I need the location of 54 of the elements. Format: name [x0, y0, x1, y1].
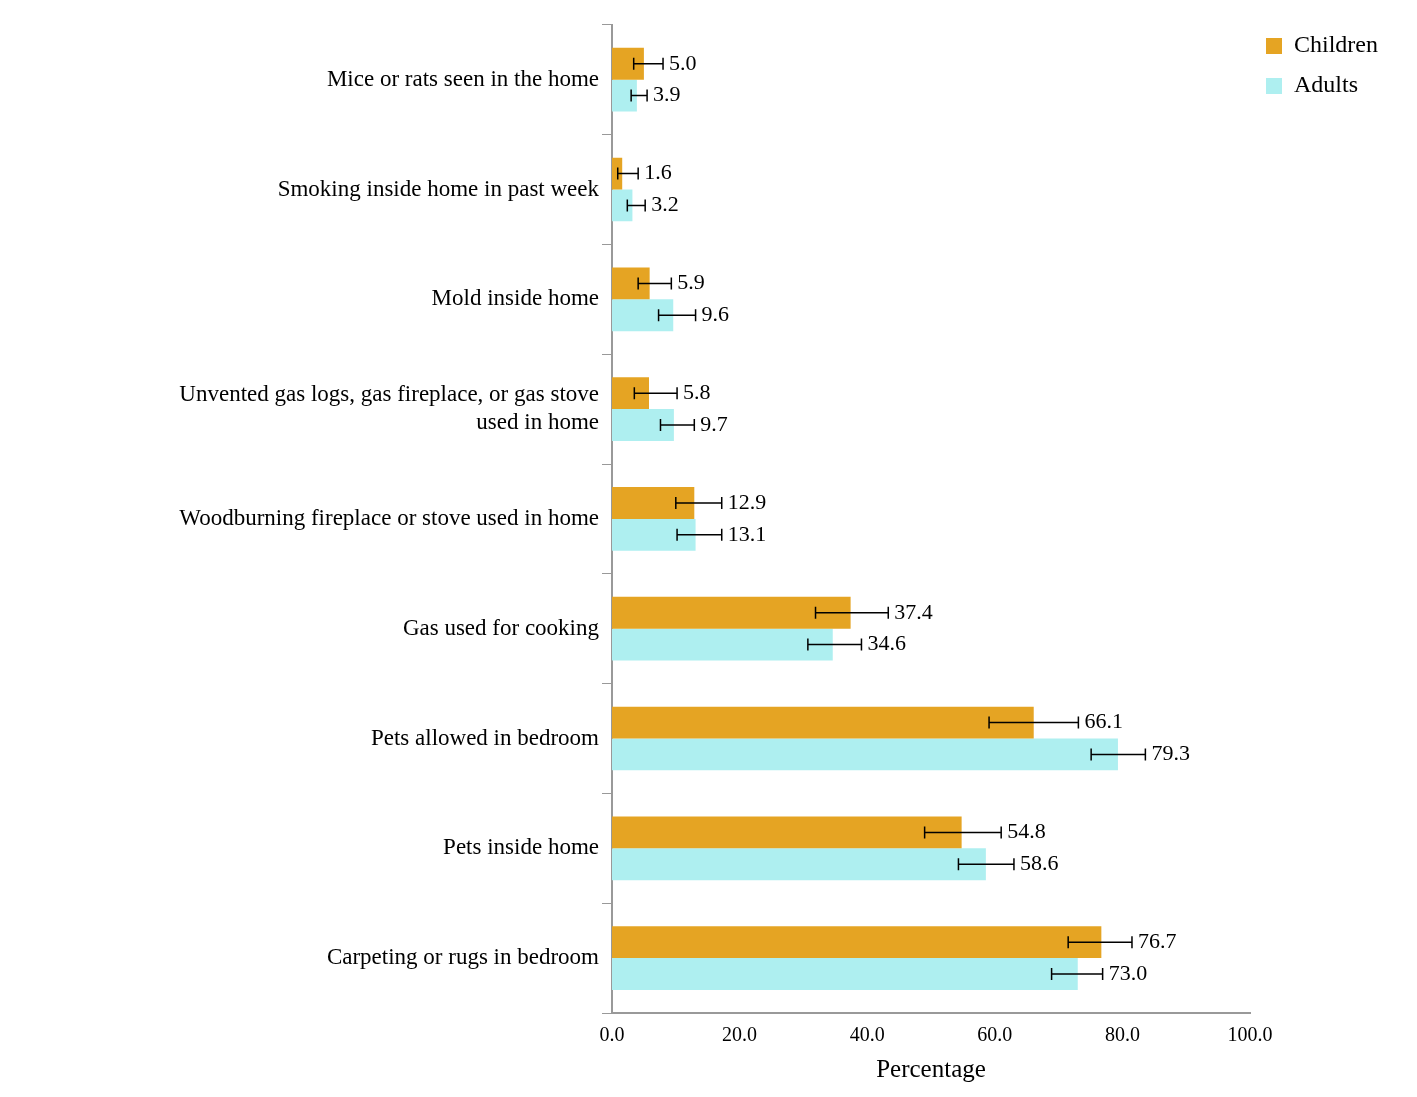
- data-label: 37.4: [894, 598, 933, 624]
- data-label: 58.6: [1019, 850, 1059, 875]
- x-tick-label: 20.0: [722, 1023, 758, 1046]
- bar: [612, 79, 637, 112]
- x-tick-label: 100.0: [1227, 1023, 1273, 1046]
- data-label: 79.3: [1151, 740, 1190, 766]
- y-tick-label: Gas used for cooking: [402, 614, 600, 640]
- legend-label: Adults: [1294, 71, 1359, 98]
- bar: [612, 487, 695, 519]
- data-label: 5.0: [669, 49, 697, 75]
- data-label: 73.0: [1108, 959, 1148, 985]
- data-label: 9.7: [700, 410, 728, 436]
- data-label: 54.8: [1007, 818, 1046, 844]
- bar: [612, 409, 674, 441]
- data-label: 34.6: [867, 630, 906, 656]
- bar: [612, 518, 696, 551]
- bar: [612, 706, 1034, 739]
- y-tick-label: Mice or rats seen in the home: [326, 65, 599, 91]
- bar: [612, 47, 644, 80]
- y-tick-label: Smoking inside home in past week: [277, 175, 600, 201]
- x-tick-label: 0.0: [599, 1023, 625, 1046]
- y-tick-label: Carpeting or rugs in bedroom: [326, 944, 600, 970]
- bar: [612, 738, 1118, 771]
- y-tick-label: Unvented gas logs, gas fireplace, or gas stove used in home: [179, 381, 599, 434]
- bar: [612, 377, 650, 410]
- x-tick-label: 40.0: [849, 1023, 885, 1046]
- data-label: 12.9: [727, 488, 767, 514]
- data-label: 3.2: [651, 191, 679, 217]
- data-label: 3.9: [653, 81, 681, 107]
- data-label: 5.9: [677, 269, 705, 295]
- x-tick-label: 60.0: [977, 1023, 1013, 1046]
- bar: [612, 816, 962, 849]
- bar: [612, 926, 1102, 959]
- y-tick-label: Pets allowed in bedroom: [370, 724, 600, 750]
- bar: [612, 958, 1078, 990]
- x-tick-label: 80.0: [1104, 1023, 1140, 1046]
- legend-label: Children: [1294, 31, 1379, 58]
- bar: [612, 189, 633, 222]
- bar: [612, 596, 851, 629]
- data-label: 13.1: [727, 520, 767, 546]
- y-tick-label: Woodburning fireplace or stove used in home: [179, 504, 599, 530]
- data-label: 1.6: [644, 159, 672, 185]
- bar: [612, 267, 650, 300]
- bar: [612, 848, 986, 881]
- data-label: 9.6: [701, 301, 730, 326]
- data-label: 76.7: [1137, 927, 1177, 953]
- data-label: 5.8: [683, 378, 711, 404]
- data-label: 66.1: [1084, 708, 1123, 734]
- x-axis-title: Percentage: [876, 1054, 986, 1082]
- bar: [612, 628, 833, 661]
- bar: [612, 299, 674, 332]
- bar: [612, 157, 623, 190]
- y-tick-label: Pets inside home: [443, 834, 599, 860]
- y-tick-label: Mold inside home: [431, 285, 599, 311]
